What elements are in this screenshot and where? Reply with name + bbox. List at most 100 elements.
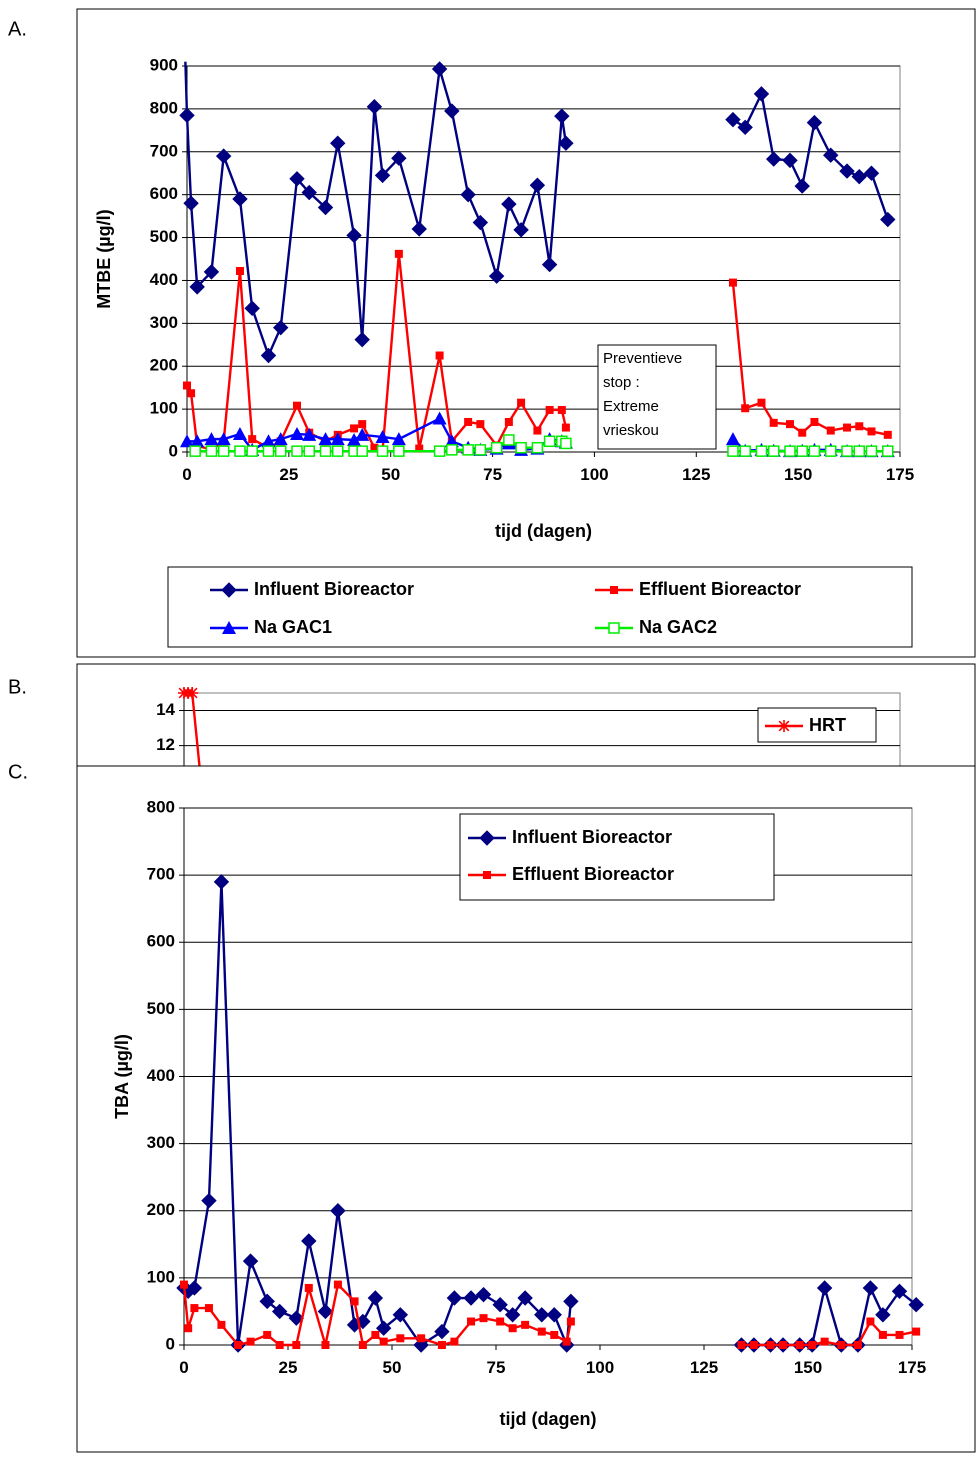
data-point [566,1317,575,1326]
x-tick-label: 50 [383,1358,402,1377]
data-point [496,1317,505,1326]
data-point [475,1286,492,1303]
data-point [725,432,740,446]
data-point [533,426,542,435]
legend-marker [479,830,495,846]
data-point [375,429,390,443]
data-point [767,445,780,457]
y-tick-label: 14 [156,700,175,719]
data-point [883,430,892,439]
data-point [301,184,317,201]
data-point [841,445,853,457]
data-point [546,1307,562,1323]
data-point [333,1280,342,1289]
data-point [554,108,570,124]
data-point [446,444,458,456]
series-4 [189,434,894,457]
data-point [749,1341,758,1349]
data-point [242,1253,259,1269]
data-point [374,167,391,184]
data-point [319,445,332,457]
data-point [757,398,766,407]
annotation-line: Preventieve [603,350,682,367]
data-point [843,423,852,432]
data-point [521,1320,530,1329]
data-point [737,119,753,136]
data-point [504,1307,521,1323]
data-point [863,165,880,181]
data-point [234,1341,243,1349]
legend-label: Effluent Bioreactor [639,579,801,599]
data-point [867,427,876,436]
y-tick-label: 0 [169,441,178,460]
data-point [537,1327,546,1336]
data-point [444,434,459,448]
data-point [354,331,370,348]
data-point [434,1323,450,1340]
y-tick-label: 12 [156,735,175,754]
data-point [415,444,424,453]
y-tick-label: 200 [147,1200,175,1219]
data-point [190,434,205,448]
data-point [205,445,218,457]
data-point [550,1330,559,1339]
data-point [437,1341,446,1349]
legend-marker-d2 [778,720,790,732]
data-point [737,1341,746,1349]
data-point [393,445,405,457]
data-point [741,404,750,413]
legend-marker [221,582,237,598]
data-point [891,1283,908,1300]
data-point [880,211,896,228]
data-point [291,445,303,457]
data-point [515,441,527,454]
annotation-line: stop : [603,374,640,391]
x-tick-label: 75 [487,1358,506,1377]
data-point [488,268,505,284]
data-point [557,405,566,414]
x-tick-label: 25 [279,1358,298,1377]
data-point [826,426,835,435]
data-point [260,347,277,364]
annotation-line: Extreme [603,398,659,415]
data-point [474,444,487,456]
data-point [246,445,258,457]
chart-panel-3: C. 0 100 200 300 400 500 600 700 800 0 25 50 75 100 125… [8,761,976,1453]
data-point [534,1307,550,1323]
y-axis-label: MTBE (µg/l) [94,209,114,308]
data-point [463,1290,479,1306]
data-point [462,444,474,456]
data-point [232,191,248,207]
data-point [274,445,287,457]
y-tick-label: 500 [150,227,178,246]
data-point [769,418,778,427]
data-point [355,427,370,441]
data-point [878,1330,887,1339]
data-point [184,1324,193,1333]
data-point [246,1337,255,1346]
data-point [292,1341,301,1349]
y-tick-label: 800 [150,98,178,117]
x-tick-label: 175 [898,1358,926,1377]
data-point [330,135,346,151]
data-point [187,389,196,398]
data-point [795,1341,804,1349]
data-point [739,445,751,457]
data-point [396,1334,405,1343]
data-point [346,227,362,244]
data-point-d2 [186,687,198,699]
legend-label: Na GAC1 [254,617,332,637]
y-tick-label: 300 [147,1133,175,1152]
data-point [232,426,247,440]
x-tick-label: 50 [381,465,400,484]
legend-marker [222,621,236,634]
data-point [216,432,231,446]
data-point [289,171,305,187]
y-tick-label: 200 [150,356,178,375]
data-point [189,445,201,457]
data-point [766,1341,775,1349]
x-tick-label: 100 [586,1358,614,1377]
data-point [350,424,359,433]
data-point [379,1337,388,1346]
legend: Influent Bioreactor Effluent Bioreactor [459,813,775,901]
